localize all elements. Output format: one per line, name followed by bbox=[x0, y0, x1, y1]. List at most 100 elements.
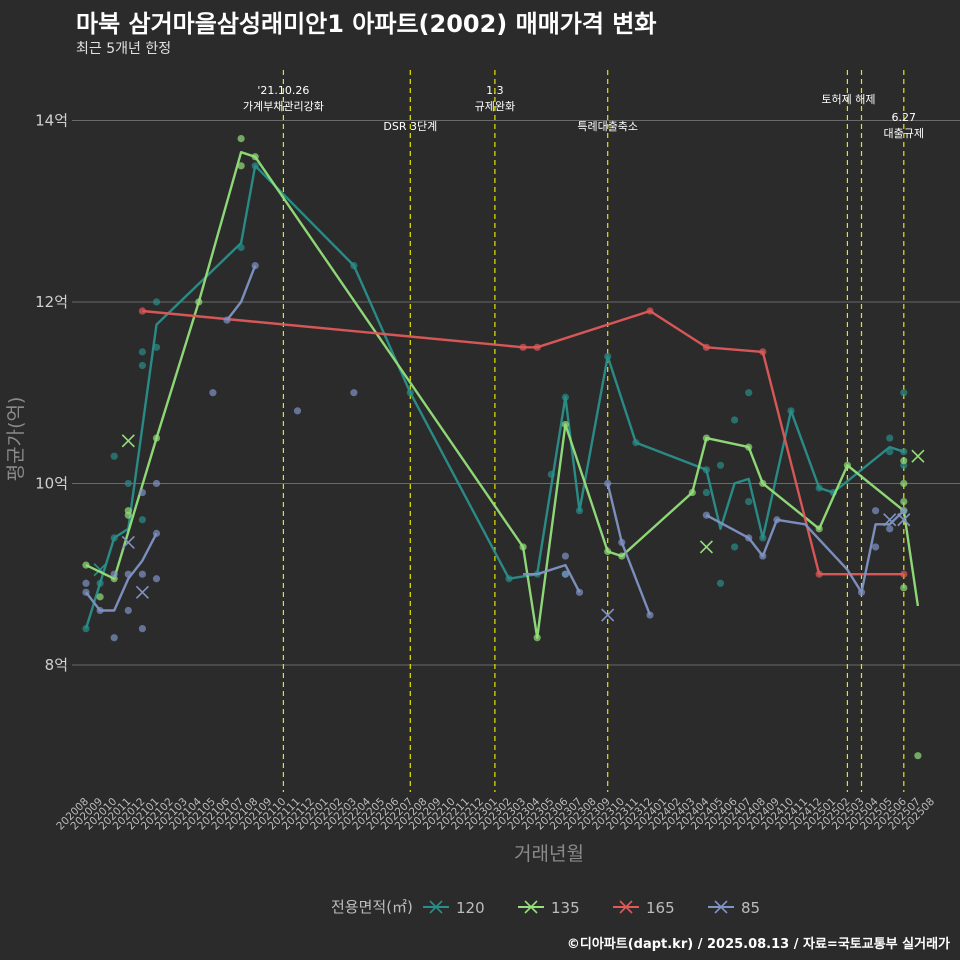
data-point bbox=[575, 507, 584, 515]
data-point bbox=[900, 389, 908, 397]
data-point bbox=[716, 579, 725, 587]
grid-lines bbox=[72, 119, 960, 666]
cross-marker bbox=[911, 449, 925, 463]
event-label: 6.27 bbox=[892, 111, 917, 124]
data-point bbox=[561, 393, 570, 401]
data-point bbox=[843, 461, 852, 469]
legend-item-85: 85 bbox=[708, 899, 760, 917]
data-point bbox=[759, 534, 767, 542]
data-point bbox=[914, 752, 922, 760]
event-label: 토허제 해제 bbox=[821, 92, 875, 106]
cross-marker bbox=[121, 434, 135, 448]
data-point bbox=[745, 443, 753, 451]
data-point bbox=[350, 262, 358, 270]
data-point bbox=[110, 634, 118, 642]
data-point bbox=[815, 484, 823, 492]
data-point bbox=[124, 606, 132, 615]
data-point bbox=[251, 153, 259, 161]
data-point bbox=[519, 343, 527, 351]
legend-cross bbox=[524, 900, 538, 914]
data-point bbox=[110, 534, 118, 542]
data-point bbox=[561, 570, 570, 578]
y-axis-ticks: 8억 10억 12억 14억 bbox=[35, 111, 68, 674]
data-point bbox=[110, 452, 118, 460]
source-footer: ©디아파트(dapt.kr) / 2025.08.13 / 자료=국토교통부 실… bbox=[566, 937, 950, 952]
data-point bbox=[702, 488, 711, 497]
data-point bbox=[82, 579, 90, 587]
chart-title: 마북 삼거마을삼성래미안1 아파트(2002) 매매가격 변화 bbox=[76, 10, 657, 38]
cross-stroke bbox=[121, 434, 135, 448]
cross-stroke bbox=[897, 513, 911, 527]
data-point bbox=[251, 262, 259, 270]
event-label: 가계부채관리강화 bbox=[243, 100, 324, 113]
cross-stroke bbox=[911, 449, 925, 463]
data-point bbox=[293, 407, 302, 415]
cross-marker bbox=[135, 585, 149, 599]
data-point bbox=[702, 343, 711, 351]
data-point bbox=[886, 525, 894, 533]
y-tick-label: 10억 bbox=[35, 474, 68, 492]
data-point bbox=[900, 507, 908, 515]
legend-item-165: 165 bbox=[613, 899, 675, 917]
x-axis-ticks: 2020082020092020102020112020122021012021… bbox=[54, 795, 937, 832]
data-point bbox=[731, 543, 739, 551]
cross-stroke bbox=[601, 608, 615, 622]
data-point bbox=[82, 625, 90, 633]
data-point bbox=[815, 570, 823, 578]
series-layer bbox=[82, 135, 925, 760]
cross-stroke bbox=[699, 540, 713, 554]
data-point bbox=[138, 307, 146, 315]
data-point bbox=[152, 298, 161, 306]
data-point bbox=[195, 298, 203, 306]
data-point bbox=[745, 498, 753, 506]
series-line bbox=[226, 265, 257, 321]
data-point bbox=[505, 575, 513, 583]
data-point bbox=[688, 488, 696, 497]
data-point bbox=[759, 552, 767, 560]
legend-label: 85 bbox=[741, 899, 760, 917]
data-point bbox=[251, 162, 259, 170]
data-point bbox=[96, 606, 104, 615]
data-point bbox=[138, 361, 146, 370]
data-point bbox=[702, 511, 711, 519]
data-point bbox=[632, 439, 640, 447]
data-point bbox=[519, 543, 527, 551]
series-85 bbox=[82, 262, 911, 642]
data-point bbox=[900, 457, 908, 465]
series-line bbox=[705, 509, 905, 594]
data-point bbox=[138, 348, 146, 356]
data-point bbox=[124, 479, 132, 488]
event-label: DSR 3단계 bbox=[383, 120, 437, 133]
event-label: '21.10.26 bbox=[257, 84, 309, 97]
data-point bbox=[533, 343, 541, 351]
data-point bbox=[745, 534, 753, 542]
data-point bbox=[886, 448, 894, 456]
legend-cross bbox=[429, 900, 443, 914]
data-point bbox=[618, 552, 626, 560]
data-point bbox=[209, 389, 217, 397]
data-point bbox=[773, 516, 781, 524]
data-point bbox=[138, 625, 146, 633]
data-point bbox=[406, 389, 414, 397]
cross-stroke bbox=[883, 513, 897, 527]
event-label: 1.3 bbox=[486, 84, 504, 97]
event-label: 대출규제 bbox=[884, 127, 924, 140]
data-point bbox=[900, 479, 908, 488]
data-point bbox=[900, 448, 908, 456]
data-point bbox=[886, 434, 894, 442]
legend: 전용면적(㎡) 120 135 165 85 bbox=[331, 898, 760, 917]
data-point bbox=[223, 316, 231, 324]
data-point bbox=[604, 547, 612, 556]
data-point bbox=[604, 352, 612, 360]
data-point bbox=[604, 479, 612, 488]
series-165 bbox=[138, 307, 908, 578]
data-point bbox=[237, 162, 245, 170]
data-point bbox=[900, 570, 908, 578]
legend-item-135: 135 bbox=[518, 899, 580, 917]
event-label: 규제완화 bbox=[475, 100, 515, 113]
data-point bbox=[152, 479, 161, 488]
cross-marker bbox=[897, 513, 911, 527]
data-point bbox=[547, 470, 555, 478]
legend-label: 135 bbox=[551, 899, 580, 917]
